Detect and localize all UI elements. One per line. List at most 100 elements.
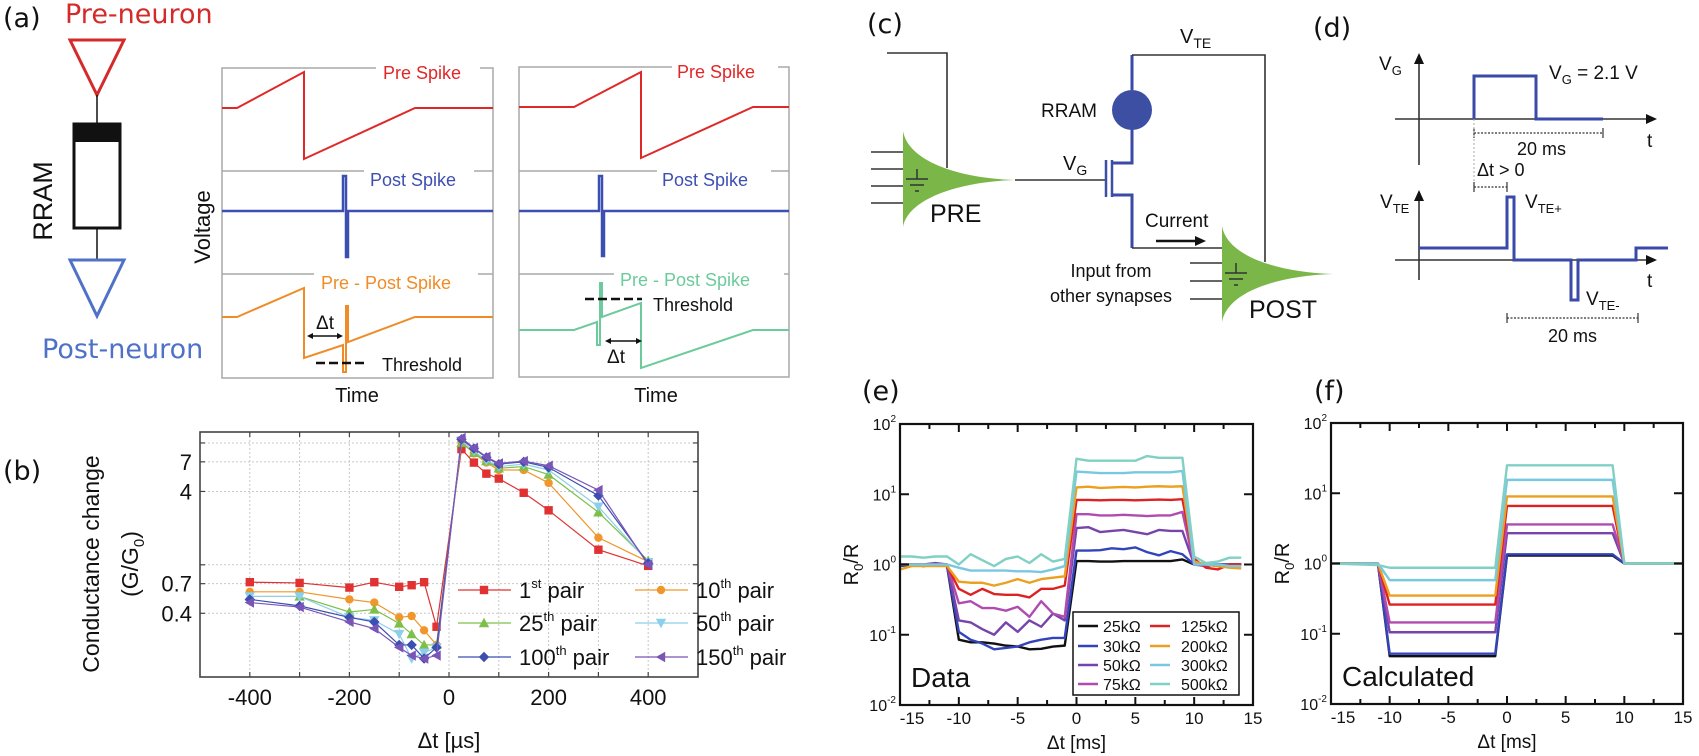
y-axis-label-rest: /R xyxy=(1272,543,1294,563)
legend-label: 1st pair xyxy=(519,576,584,603)
marker-triangle-left xyxy=(394,642,404,653)
marker-triangle-down xyxy=(394,629,405,640)
vte-wire xyxy=(1132,54,1266,262)
marker-triangle-left xyxy=(468,442,479,454)
marker-square xyxy=(594,545,603,554)
series-line-500kΩ xyxy=(1330,464,1683,569)
panel-label-f: (f) xyxy=(1314,376,1345,407)
marker-triangle-left xyxy=(543,460,553,471)
rram-label: RRAM xyxy=(1041,101,1097,122)
legend-label: 150th pair xyxy=(696,643,786,670)
pre-spike-label: Pre Spike xyxy=(383,63,461,83)
legend-label-num: 50 xyxy=(696,611,720,636)
pre-neuron-shape xyxy=(903,131,1015,227)
pre-neuron-label: Pre-neuron xyxy=(65,0,213,30)
pre-post-spike-wave xyxy=(222,286,493,373)
y-axis-label-sub: 0 xyxy=(851,564,866,571)
series-line-500kΩ xyxy=(900,454,1242,568)
marker-square xyxy=(457,444,466,454)
y-tick-label: 100 xyxy=(873,555,897,575)
legend-label-rest: pair xyxy=(554,611,597,636)
marker-diamond xyxy=(406,639,417,651)
current-arrow-icon xyxy=(1156,236,1206,246)
delta-t-label: Δt xyxy=(607,347,626,368)
x-tick-label: 400 xyxy=(630,685,667,710)
panel-label-b: (b) xyxy=(3,456,41,487)
delta-t-label: Δt xyxy=(316,313,335,334)
y-axis-label: R0/R xyxy=(841,544,866,586)
x-tick-label: 200 xyxy=(530,685,567,710)
series-line xyxy=(249,447,649,627)
series-line-30kΩ xyxy=(899,546,1242,651)
y-tick-label-sup: 2 xyxy=(890,414,896,425)
pre-spike-label: Pre Spike xyxy=(677,62,755,82)
marker-triangle-left xyxy=(655,651,666,663)
legend-item: 150th pair xyxy=(635,643,786,670)
chart-conductance-change: -400 -200 0 200 400 0.4 0.7 4 7 Δt [µs] Conductanc… xyxy=(78,431,786,753)
legend-label-sup: th xyxy=(556,643,567,658)
series-line-75kΩ xyxy=(900,510,1242,619)
post-neuron-shape xyxy=(1222,226,1333,322)
post-neuron-label: Post-neuron xyxy=(42,334,203,365)
y-tick-label: 10-1 xyxy=(1300,624,1327,644)
x-tick-label: 15 xyxy=(1674,708,1693,727)
marker-triangle-left xyxy=(344,616,354,628)
legend-label: 200kΩ xyxy=(1181,639,1228,656)
x-tick-label: 15 xyxy=(1244,709,1263,728)
marker-triangle-left xyxy=(244,597,254,608)
legend-label-num: 1 xyxy=(519,578,531,603)
marker-triangle-left xyxy=(406,650,416,661)
legend-label: 300kΩ xyxy=(1181,658,1228,675)
legend-label-sup: th xyxy=(720,609,731,624)
marker-circle xyxy=(544,478,553,488)
marker-square xyxy=(494,474,503,483)
arrow-up-icon xyxy=(1414,190,1424,201)
voltage-axis-label: Voltage xyxy=(190,190,215,263)
legend-item: 300kΩ xyxy=(1150,658,1228,675)
legend-label: 10th pair xyxy=(696,576,774,603)
y-tick-label: 100 xyxy=(1304,554,1328,574)
x-axis-label: Δt [µs] xyxy=(418,728,481,753)
x-tick-label: -400 xyxy=(228,685,272,710)
y-axis-label-base: R xyxy=(1272,570,1294,584)
marker-circle xyxy=(395,613,404,622)
y-tick-label: 0.4 xyxy=(161,601,192,626)
pre-label: PRE xyxy=(930,200,981,228)
marker-diamond xyxy=(431,642,442,653)
marker-square xyxy=(245,577,254,587)
pre-post-spike-wave xyxy=(519,282,789,370)
marker-circle xyxy=(407,611,416,621)
arrow-up-icon xyxy=(1414,53,1424,64)
x-tick-label: -10 xyxy=(1377,708,1402,727)
x-tick-label: 5 xyxy=(1561,708,1570,727)
y-tick-label-sup: 0 xyxy=(890,555,896,566)
marker-circle xyxy=(594,533,603,542)
marker-square xyxy=(345,583,354,592)
legend-label: 30kΩ xyxy=(1103,639,1141,656)
vte-plus-label: VTE+ xyxy=(1525,192,1562,216)
marker-triangle-left xyxy=(456,432,466,444)
x-tick-label: 5 xyxy=(1131,709,1140,728)
legend-item: 500kΩ xyxy=(1150,677,1228,694)
legend-label-num: 10 xyxy=(696,578,720,603)
legend-label-rest: pair xyxy=(731,578,774,603)
vte-axis-label: VTE xyxy=(1380,192,1410,216)
y-tick-label-base: 10 xyxy=(873,417,891,434)
annotation-label: Calculated xyxy=(1342,661,1474,692)
x-tick-label: 0 xyxy=(1072,709,1081,728)
panel-c: (c) PRE VG VTE RRAM Current xyxy=(867,9,1333,324)
ground-icon xyxy=(906,169,928,192)
x-tick-label: 0 xyxy=(1502,708,1511,727)
rram-top-electrode xyxy=(74,124,120,142)
legend-item: 10th pair xyxy=(635,576,774,603)
arrow-right-icon xyxy=(1646,114,1657,124)
marker-square xyxy=(295,578,304,588)
panel-label-c: (c) xyxy=(867,9,903,40)
y-axis-label-units-sub: 0 xyxy=(131,539,148,547)
legend-item: 30kΩ xyxy=(1078,639,1141,656)
ground-icon xyxy=(1225,263,1247,286)
marker-circle xyxy=(345,595,354,604)
